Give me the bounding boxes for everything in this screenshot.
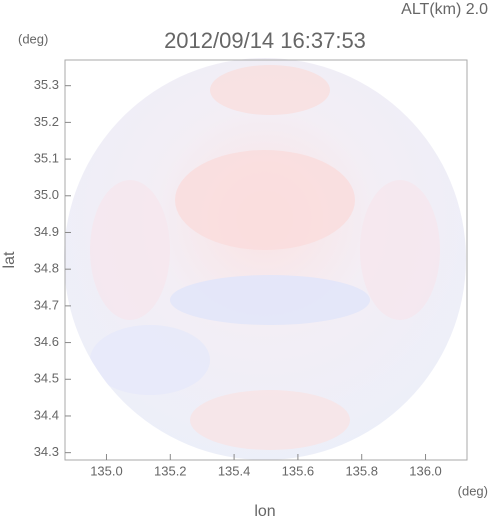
chart-title: 2012/09/14 16:37:53 xyxy=(164,28,366,53)
y-tick-label: 35.3 xyxy=(34,77,59,92)
radar-field xyxy=(64,58,466,460)
y-axis-label: lat xyxy=(1,251,18,268)
y-tick-label: 35.0 xyxy=(34,187,59,202)
x-tick-label: 135.8 xyxy=(345,463,378,478)
x-tick-label: 135.0 xyxy=(90,463,123,478)
y-tick-label: 34.8 xyxy=(34,261,59,276)
y-tick-label: 34.7 xyxy=(34,297,59,312)
y-tick-label: 35.1 xyxy=(34,151,59,166)
x-axis-label: lon xyxy=(254,503,275,520)
y-unit: (deg) xyxy=(18,31,48,46)
y-tick-label: 34.9 xyxy=(34,224,59,239)
y-tick-label: 34.4 xyxy=(34,407,59,422)
altitude: ALT(km) 2.0 xyxy=(401,1,488,18)
x-unit: (deg) xyxy=(458,483,488,498)
x-tick-label: 135.6 xyxy=(282,463,315,478)
y-tick-label: 34.3 xyxy=(34,444,59,459)
y-tick-label: 34.5 xyxy=(34,371,59,386)
x-tick-label: 135.4 xyxy=(218,463,251,478)
y-tick-label: 34.6 xyxy=(34,334,59,349)
x-tick-label: 135.2 xyxy=(154,463,187,478)
plot-frame xyxy=(64,59,468,461)
x-tick-label: 136.0 xyxy=(409,463,442,478)
y-tick-label: 35.2 xyxy=(34,114,59,129)
